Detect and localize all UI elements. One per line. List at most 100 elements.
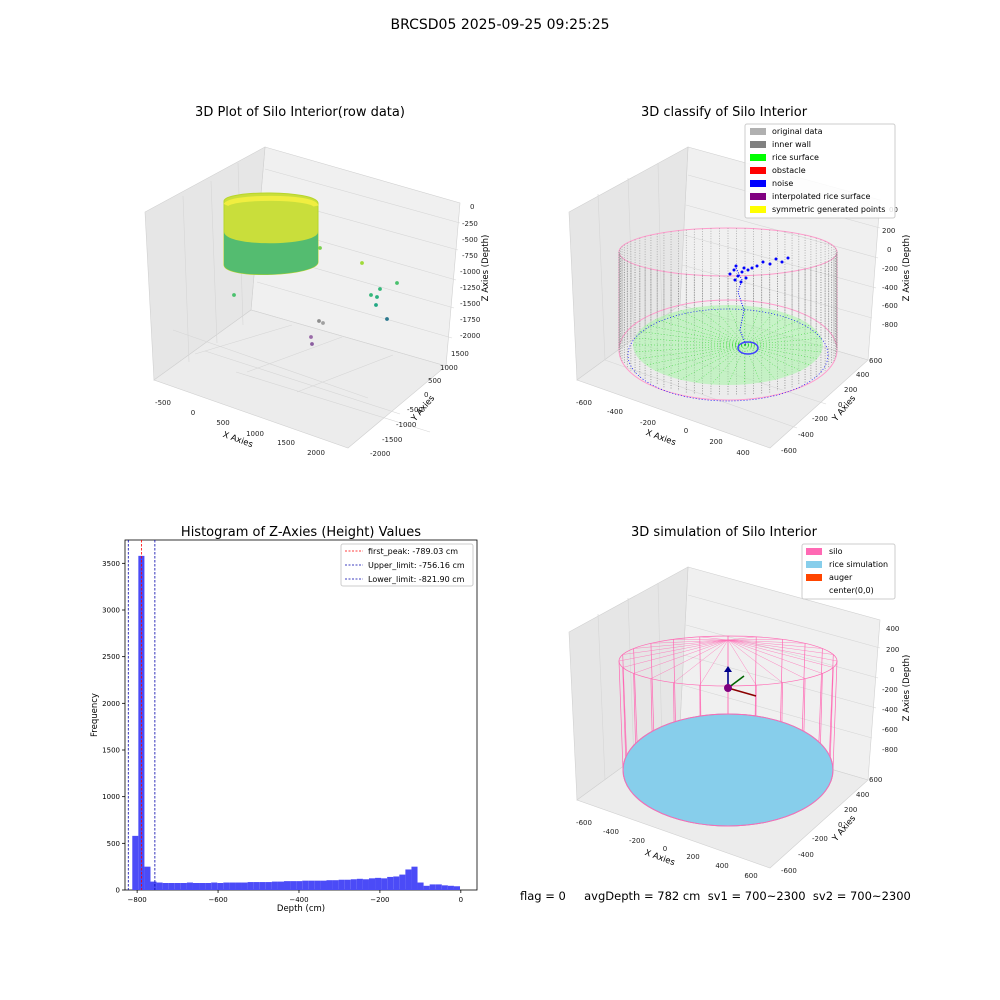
rice-ray <box>655 319 746 346</box>
histogram-bar <box>332 880 339 890</box>
histogram-bar <box>375 877 382 890</box>
histogram-bar <box>180 883 187 890</box>
histogram-yticks: 0 500 1000 1500 2000 2500 3000 3500 <box>102 560 125 895</box>
sim-xlabel: X Axies <box>643 848 676 868</box>
histogram-bar <box>423 885 430 890</box>
silo-wire <box>801 643 806 731</box>
classify-xtick: -400 <box>607 408 623 416</box>
histogram-bar <box>308 880 315 890</box>
classify-ytick: 0 <box>838 401 842 409</box>
histogram-ylabel: Frequency <box>90 693 100 737</box>
histogram-bar <box>344 879 351 890</box>
noise-point <box>750 266 754 270</box>
legend-label: original data <box>772 127 823 136</box>
silo-roof-wire <box>650 639 729 644</box>
histogram-xtick-label: −200 <box>370 896 389 904</box>
histogram-bar <box>435 884 442 890</box>
panel-raw-3d: 3D Plot of Silo Interior(row data) -500 … <box>144 105 491 458</box>
legend-label: auger <box>829 573 853 582</box>
raw-zlabel: Z Axies (Depth) <box>481 235 491 302</box>
simulation-title: 3D simulation of Silo Interior <box>631 525 818 540</box>
raw-ztick: -1750 <box>460 316 480 324</box>
histogram-bar <box>387 876 394 890</box>
rice-ray <box>744 344 746 385</box>
sim-zlabel: Z Axies (Depth) <box>902 655 912 722</box>
classify-ztick: -800 <box>882 321 898 329</box>
raw-wall-lower-points <box>224 232 318 275</box>
silo-roof-wire <box>622 639 729 655</box>
histogram-bar <box>138 555 145 890</box>
noise-point <box>742 266 746 270</box>
silo-roof-wire <box>727 639 834 655</box>
legend-upper-limit: Upper_limit: -756.16 cm <box>368 561 465 570</box>
raw-ztick: -1250 <box>460 284 480 292</box>
histogram-legend: first_peak: -789.03 cm Upper_limit: -756… <box>340 543 474 587</box>
raw-ytick: 1000 <box>440 364 458 372</box>
histogram-bar <box>441 885 448 890</box>
classify-legend: original data inner wall rice surface ob… <box>744 123 896 219</box>
rice-ray <box>634 344 746 353</box>
histogram-bar <box>399 874 406 890</box>
simulation-legend: silo rice simulation auger center(0,0) <box>801 543 896 600</box>
histogram-xtick-label: −400 <box>289 896 308 904</box>
histogram-bar <box>265 882 272 890</box>
histogram-bar <box>132 835 139 890</box>
noise-point <box>732 268 736 272</box>
histogram-bar <box>186 882 193 890</box>
rice-ray <box>744 319 801 346</box>
classify-ytick: -200 <box>812 415 828 423</box>
rice-ray <box>645 344 746 366</box>
silo-wire <box>818 648 823 743</box>
noise-point <box>740 270 744 274</box>
legend-label: rice surface <box>772 153 819 162</box>
histogram-bar <box>284 881 291 890</box>
legend-label: silo <box>829 547 843 556</box>
simulation-grid <box>597 582 881 781</box>
histogram-bar <box>223 882 230 890</box>
noise-point <box>739 280 743 284</box>
raw-point <box>317 319 321 323</box>
rice-ray <box>695 307 746 346</box>
panel-simulation-3d: 3D simulation of Silo Interior -600 -400… <box>568 525 912 880</box>
histogram-ytick-label: 3500 <box>102 560 120 568</box>
histogram-bar <box>338 879 345 890</box>
legend-swatch <box>750 167 766 174</box>
sim-xtick: -400 <box>603 828 619 836</box>
raw-ztick: -750 <box>462 252 478 260</box>
raw-ytick: 0 <box>424 391 428 399</box>
raw-point <box>385 317 389 321</box>
silo-bottom-rim <box>622 713 834 827</box>
sim-ztick: -400 <box>882 706 898 714</box>
rice-surface-points <box>633 305 823 385</box>
silo-roof-wire <box>673 639 729 641</box>
inner-wall-points <box>618 228 838 396</box>
legend-lower-limit: Lower_limit: -821.90 cm <box>368 575 465 584</box>
noise-points <box>728 256 790 284</box>
histogram-xtick-label: −800 <box>128 896 147 904</box>
rice-ray <box>666 314 746 346</box>
sim-xtick: 0 <box>663 845 667 853</box>
silo-wire <box>754 636 757 716</box>
silo-roof-wire <box>727 639 806 679</box>
raw-ztick: -500 <box>462 236 478 244</box>
raw-outlier-points <box>232 246 399 346</box>
panel-histogram: Histogram of Z-Axies (Height) Values −80… <box>90 525 478 914</box>
raw-ytick: -500 <box>407 406 423 414</box>
noise-point <box>774 257 778 261</box>
rice-ray <box>744 344 818 359</box>
status-line: flag = 0 avgDepth = 782 cm sv1 = 700~230… <box>520 889 911 903</box>
legend-swatch <box>806 548 822 555</box>
histogram-vlines <box>127 540 156 890</box>
histogram-bar <box>205 883 212 890</box>
histogram-xticks: −800 −600 −400 −200 0 <box>128 890 463 904</box>
classify-ytick: -600 <box>781 447 797 455</box>
legend-swatch <box>750 141 766 148</box>
raw-point <box>310 342 314 346</box>
classify-ztick: -600 <box>882 302 898 310</box>
rice-ray <box>744 337 822 346</box>
raw-ztick: 0 <box>470 203 474 211</box>
histogram-ytick-label: 1500 <box>102 747 120 755</box>
legend-label: rice simulation <box>829 560 888 569</box>
legend-swatch <box>750 128 766 135</box>
histogram-bar <box>174 883 181 890</box>
